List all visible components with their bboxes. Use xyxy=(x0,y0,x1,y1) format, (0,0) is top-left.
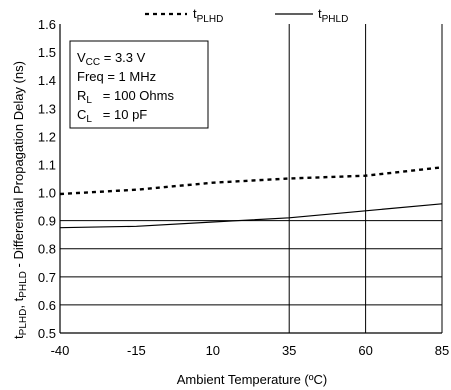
y-axis-label-t2: t xyxy=(11,297,26,301)
y-tick-label: 1.3 xyxy=(38,101,56,116)
y-tick-label: 1.2 xyxy=(38,129,56,144)
y-axis-label-sep: , xyxy=(11,301,26,308)
y-tick-label: 0.7 xyxy=(38,270,56,285)
y-axis-label-sub2: PHLD xyxy=(18,271,29,298)
y-tick-label: 1.4 xyxy=(38,73,56,88)
series-line-plhd xyxy=(59,166,443,196)
y-tick-labels: 0.5 0.6 0.7 0.8 0.9 1.0 1.1 1.2 1.3 1.4 1.5 1.6 xyxy=(38,17,56,341)
condition-freq: Freq = 1 MHz xyxy=(77,69,156,84)
y-axis-label: tPLHD, tPHLD - Differential Propagation … xyxy=(11,61,29,339)
y-axis-label-t1: t xyxy=(11,335,26,339)
y-tick-label: 1.5 xyxy=(38,45,56,60)
y-axis-label-sub1: PLHD xyxy=(18,309,29,336)
condition-rl-main: R xyxy=(77,88,86,103)
y-tick-label: 1.0 xyxy=(38,186,56,201)
condition-vcc-sub: CC xyxy=(86,57,100,68)
condition-vcc: VCC = 3.3 V xyxy=(77,50,146,68)
condition-cl: CL = 10 pF xyxy=(77,107,147,125)
conditions-border xyxy=(69,40,209,129)
y-tick-label: 0.5 xyxy=(38,326,56,341)
condition-rl-sub: L xyxy=(86,95,92,106)
condition-vcc-value: = 3.3 V xyxy=(100,50,145,65)
condition-freq-value: = 1 MHz xyxy=(104,69,156,84)
legend: tPLHD tPHLD xyxy=(145,6,348,25)
y-tick-label: 0.6 xyxy=(38,298,56,313)
legend-label-plhd-main: t xyxy=(193,6,197,21)
x-tick-label: -15 xyxy=(127,343,146,358)
y-tick-label: 0.8 xyxy=(38,242,56,257)
legend-label-phld: tPHLD xyxy=(318,6,348,25)
condition-cl-main: C xyxy=(77,107,86,122)
legend-label-plhd: tPLHD xyxy=(193,6,223,25)
series-line-phld xyxy=(59,203,443,229)
x-tick-label: 60 xyxy=(358,343,372,358)
legend-label-phld-sub: PHLD xyxy=(322,14,349,25)
legend-label-phld-main: t xyxy=(318,6,322,21)
x-tick-labels: -40 -15 10 35 60 85 xyxy=(51,343,450,358)
condition-cl-value: = 10 pF xyxy=(92,107,147,122)
y-axis-label-rest: - Differential Propagation Delay (ns) xyxy=(11,61,26,271)
y-tick-label: 0.9 xyxy=(38,214,56,229)
grid-lines xyxy=(60,24,442,333)
legend-label-plhd-sub: PLHD xyxy=(197,14,224,25)
x-tick-label: 35 xyxy=(282,343,296,358)
condition-vcc-main: V xyxy=(77,50,86,65)
y-tick-label: 1.6 xyxy=(38,17,56,32)
condition-rl: RL = 100 Ohms xyxy=(77,88,174,106)
plot-frame xyxy=(59,24,443,334)
x-tick-label: 85 xyxy=(435,343,449,358)
test-conditions-box: VCC = 3.3 V Freq = 1 MHz RL = 100 Ohms C… xyxy=(69,40,209,129)
y-tick-label: 1.1 xyxy=(38,157,56,172)
condition-freq-main: Freq xyxy=(77,69,104,84)
series-lines xyxy=(59,166,443,229)
condition-rl-value: = 100 Ohms xyxy=(92,88,175,103)
x-tick-label: -40 xyxy=(51,343,70,358)
condition-cl-sub: L xyxy=(86,114,92,125)
x-tick-label: 10 xyxy=(206,343,220,358)
x-axis-label: Ambient Temperature (ºC) xyxy=(177,372,327,387)
